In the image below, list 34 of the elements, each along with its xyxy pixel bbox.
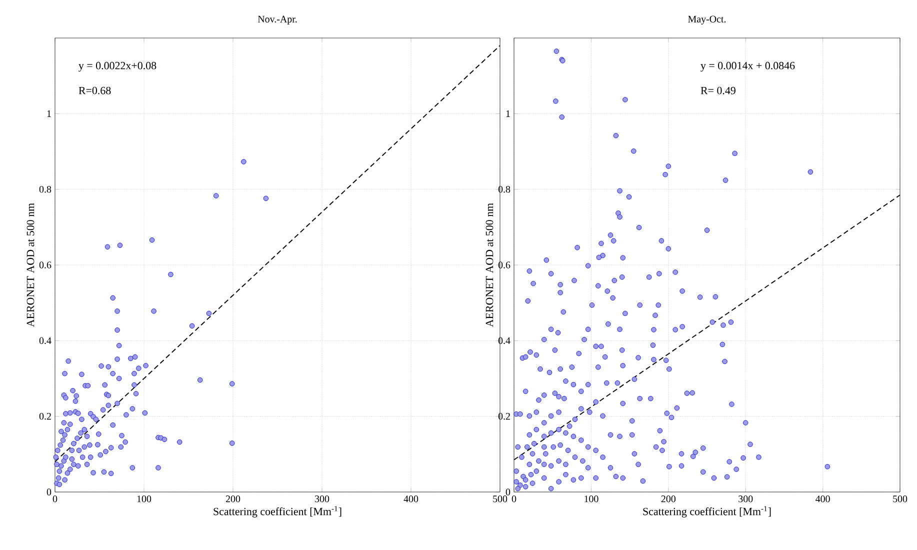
y-tick-label: 0.4 [39, 337, 52, 344]
y-axis-title: AERONET AOD at 500 nm [486, 203, 494, 327]
y-tick-label: 0.6 [498, 262, 510, 268]
chart-title: Nov.-Apr. [258, 16, 297, 24]
x-tick-label: 300 [738, 496, 753, 502]
y-tick-label: 0.8 [498, 186, 510, 193]
y-tick-label: 0.6 [39, 262, 52, 268]
y-tick-label: 0.2 [498, 412, 510, 420]
y-axis-title: AERONET AOD at 500 nm [26, 203, 34, 327]
y-tick-label: 0.8 [39, 186, 52, 193]
y-tick-label: 0 [46, 488, 52, 496]
y-tick-label: 1 [47, 110, 51, 117]
x-tick-label: 300 [315, 496, 330, 502]
x-tick-label: 0 [512, 496, 516, 502]
x-axis-title: Scattering coefficient [Mm$^{-1}$] [214, 506, 342, 518]
x-tick-label: 200 [661, 496, 676, 502]
annotation: R=0.68 [78, 86, 111, 94]
x-tick-label: 100 [584, 496, 598, 502]
annotation: R= 0.49 [700, 86, 736, 94]
y-tick-label: 1 [506, 110, 510, 117]
x-tick-label: 500 [493, 496, 508, 502]
y-tick-label: 0.4 [498, 337, 510, 344]
x-tick-label: 500 [893, 496, 908, 502]
x-tick-label: 100 [137, 496, 152, 502]
x-tick-label: 0 [52, 496, 58, 502]
x-axis-title: Scattering coefficient [Mm$^{-1}$] [643, 506, 771, 518]
annotation: y = 0.0014x + 0.0846 [700, 62, 795, 72]
y-tick-label: 0 [506, 488, 510, 496]
annotation: y = 0.0022x+0.08 [78, 62, 156, 72]
y-tick-label: 0.2 [39, 412, 51, 420]
chart-title: May-Oct. [688, 16, 726, 24]
x-tick-label: 400 [816, 496, 830, 502]
x-tick-label: 200 [226, 496, 240, 502]
x-tick-label: 400 [404, 496, 418, 502]
